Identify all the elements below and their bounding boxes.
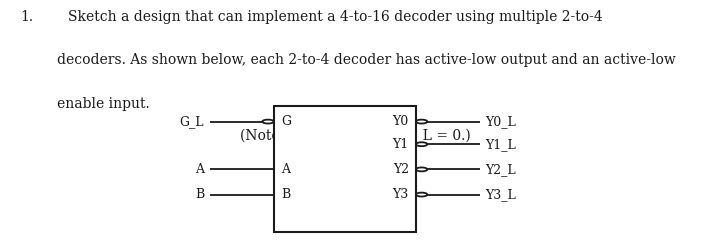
Text: B: B — [281, 188, 290, 201]
Text: enable input.: enable input. — [57, 97, 149, 111]
Text: Y1_L: Y1_L — [486, 138, 516, 151]
Text: Y2: Y2 — [392, 163, 409, 176]
Text: G_L: G_L — [180, 115, 204, 128]
Text: Y3: Y3 — [392, 188, 409, 201]
Text: 1/2 74x139: 1/2 74x139 — [320, 161, 391, 174]
Circle shape — [416, 167, 427, 171]
Text: Sketch a design that can implement a 4-to-16 decoder using multiple 2-to-4: Sketch a design that can implement a 4-t… — [68, 10, 602, 24]
Text: Y0: Y0 — [392, 115, 409, 128]
Text: G: G — [281, 115, 291, 128]
Text: A: A — [281, 163, 290, 176]
Circle shape — [416, 142, 427, 146]
Text: 1.: 1. — [20, 10, 33, 24]
Circle shape — [416, 120, 427, 123]
Text: Y0_L: Y0_L — [486, 115, 516, 128]
Text: A: A — [195, 163, 204, 176]
Text: Y3_L: Y3_L — [486, 188, 516, 201]
Text: decoders. As shown below, each 2-to-4 decoder has active-low output and an activ: decoders. As shown below, each 2-to-4 de… — [57, 53, 675, 67]
Text: (Note, when BA = 01, Y1_L = 0.): (Note, when BA = 01, Y1_L = 0.) — [240, 128, 471, 144]
Text: Y2_L: Y2_L — [486, 163, 516, 176]
Circle shape — [262, 120, 274, 123]
Circle shape — [416, 193, 427, 197]
Bar — [274, 106, 416, 232]
Text: B: B — [195, 188, 204, 201]
Text: Y1: Y1 — [392, 138, 409, 151]
